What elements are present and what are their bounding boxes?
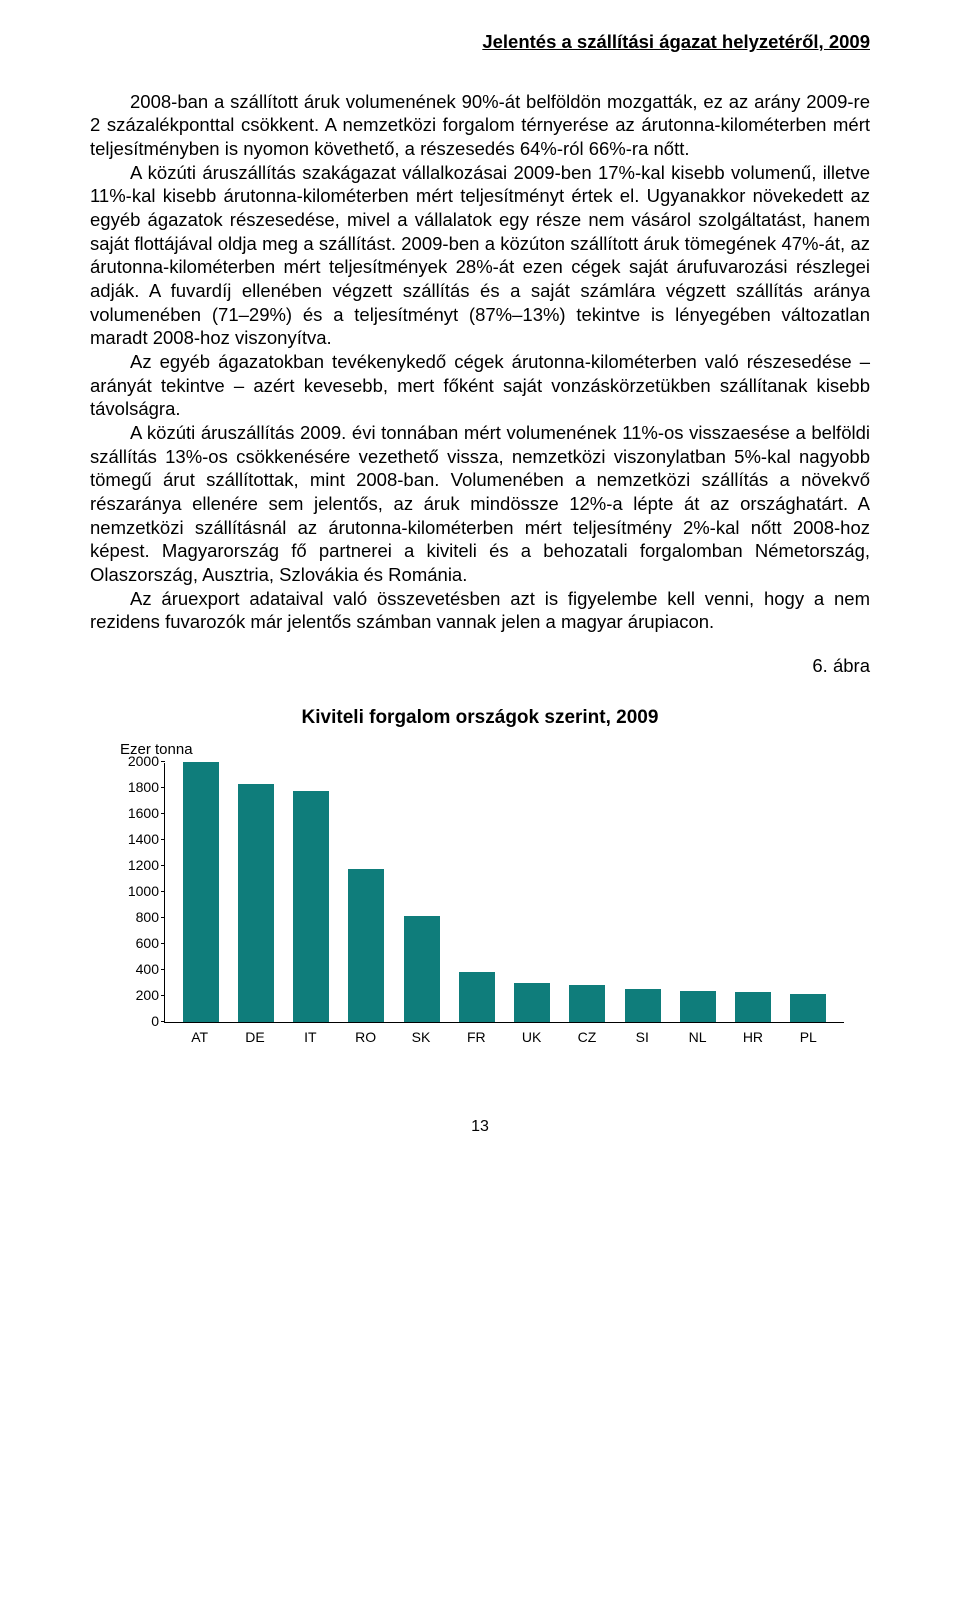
bar [680, 991, 716, 1022]
x-tick-label: HR [735, 1029, 771, 1047]
x-tick-label: DE [237, 1029, 273, 1047]
x-tick-label: NL [680, 1029, 716, 1047]
chart-title: Kiviteli forgalom országok szerint, 2009 [90, 706, 870, 730]
bar [183, 762, 219, 1022]
y-tick-mark [161, 839, 165, 840]
y-tick-label: 1600 [115, 805, 159, 823]
y-tick-mark [161, 865, 165, 866]
y-tick-mark [161, 761, 165, 762]
x-tick-label: RO [348, 1029, 384, 1047]
y-tick-label: 1800 [115, 779, 159, 797]
x-axis-labels: AT DE IT RO SK FR UK CZ SI NL HR PL [164, 1029, 844, 1047]
y-tick-mark [161, 787, 165, 788]
bar [238, 784, 274, 1022]
chart-container: Ezer tonna 02004006008001000120014001600… [120, 740, 870, 1047]
x-tick-label: SI [624, 1029, 660, 1047]
y-tick-label: 1400 [115, 831, 159, 849]
paragraph: Az áruexport adataival való összevetésbe… [90, 587, 870, 634]
y-tick-mark [161, 917, 165, 918]
x-tick-label: CZ [569, 1029, 605, 1047]
bar [404, 916, 440, 1023]
x-tick-label: IT [292, 1029, 328, 1047]
y-tick-label: 2000 [115, 753, 159, 771]
y-tick-mark [161, 943, 165, 944]
y-tick-label: 200 [115, 987, 159, 1005]
y-axis-unit: Ezer tonna [120, 740, 870, 759]
bar [459, 972, 495, 1023]
bar [790, 994, 826, 1023]
x-tick-label: FR [458, 1029, 494, 1047]
y-tick-mark [161, 995, 165, 996]
y-tick-label: 0 [115, 1013, 159, 1031]
bars-group [165, 763, 844, 1022]
body-text: 2008-ban a szállított áruk volumenének 9… [90, 90, 870, 634]
y-tick-label: 1200 [115, 857, 159, 875]
chart-plot-area: 0200400600800100012001400160018002000 [164, 763, 844, 1023]
y-tick-mark [161, 891, 165, 892]
paragraph: A közúti áruszállítás 2009. évi tonnában… [90, 421, 870, 587]
y-tick-label: 800 [115, 909, 159, 927]
x-tick-label: SK [403, 1029, 439, 1047]
bar [514, 983, 550, 1022]
figure-number: 6. ábra [90, 654, 870, 678]
paragraph: Az egyéb ágazatokban tevékenykedő cégek … [90, 350, 870, 421]
y-tick-label: 1000 [115, 883, 159, 901]
bar [569, 985, 605, 1023]
bar [293, 791, 329, 1022]
bar [735, 992, 771, 1022]
y-tick-mark [161, 969, 165, 970]
page-header: Jelentés a szállítási ágazat helyzetéről… [90, 30, 870, 54]
y-tick-mark [161, 813, 165, 814]
x-tick-label: UK [514, 1029, 550, 1047]
x-tick-label: PL [790, 1029, 826, 1047]
paragraph: 2008-ban a szállított áruk volumenének 9… [90, 90, 870, 161]
y-tick-label: 400 [115, 961, 159, 979]
bar [348, 869, 384, 1022]
paragraph: A közúti áruszállítás szakágazat vállalk… [90, 161, 870, 350]
y-tick-label: 600 [115, 935, 159, 953]
bar [625, 989, 661, 1023]
x-tick-label: AT [182, 1029, 218, 1047]
page-number: 13 [90, 1117, 870, 1137]
y-tick-mark [161, 1021, 165, 1022]
